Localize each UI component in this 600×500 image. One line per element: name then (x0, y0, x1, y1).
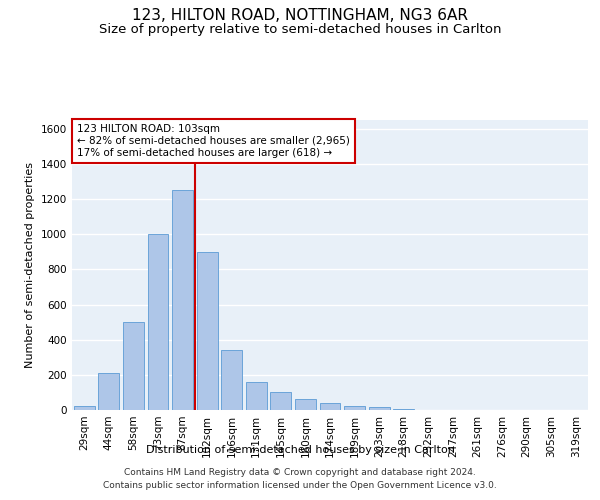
Bar (344, 406, 365, 410)
Text: 123, HILTON ROAD, NOTTINGHAM, NG3 6AR: 123, HILTON ROAD, NOTTINGHAM, NG3 6AR (132, 8, 468, 22)
Bar (197, 252, 218, 410)
Bar (368, 408, 389, 410)
Bar (246, 382, 267, 410)
Bar (393, 409, 414, 410)
Y-axis label: Number of semi-detached properties: Number of semi-detached properties (25, 162, 35, 368)
Bar (221, 350, 242, 410)
Text: 123 HILTON ROAD: 103sqm
← 82% of semi-detached houses are smaller (2,965)
17% of: 123 HILTON ROAD: 103sqm ← 82% of semi-de… (77, 124, 350, 158)
Bar (148, 234, 169, 410)
Bar (74, 406, 95, 410)
Text: Distribution of semi-detached houses by size in Carlton: Distribution of semi-detached houses by … (146, 445, 454, 455)
Text: Contains public sector information licensed under the Open Government Licence v3: Contains public sector information licen… (103, 480, 497, 490)
Bar (271, 392, 292, 410)
Bar (98, 373, 119, 410)
Bar (295, 400, 316, 410)
Bar (320, 403, 340, 410)
Text: Contains HM Land Registry data © Crown copyright and database right 2024.: Contains HM Land Registry data © Crown c… (124, 468, 476, 477)
Bar (172, 190, 193, 410)
Bar (123, 322, 144, 410)
Text: Size of property relative to semi-detached houses in Carlton: Size of property relative to semi-detach… (99, 22, 501, 36)
